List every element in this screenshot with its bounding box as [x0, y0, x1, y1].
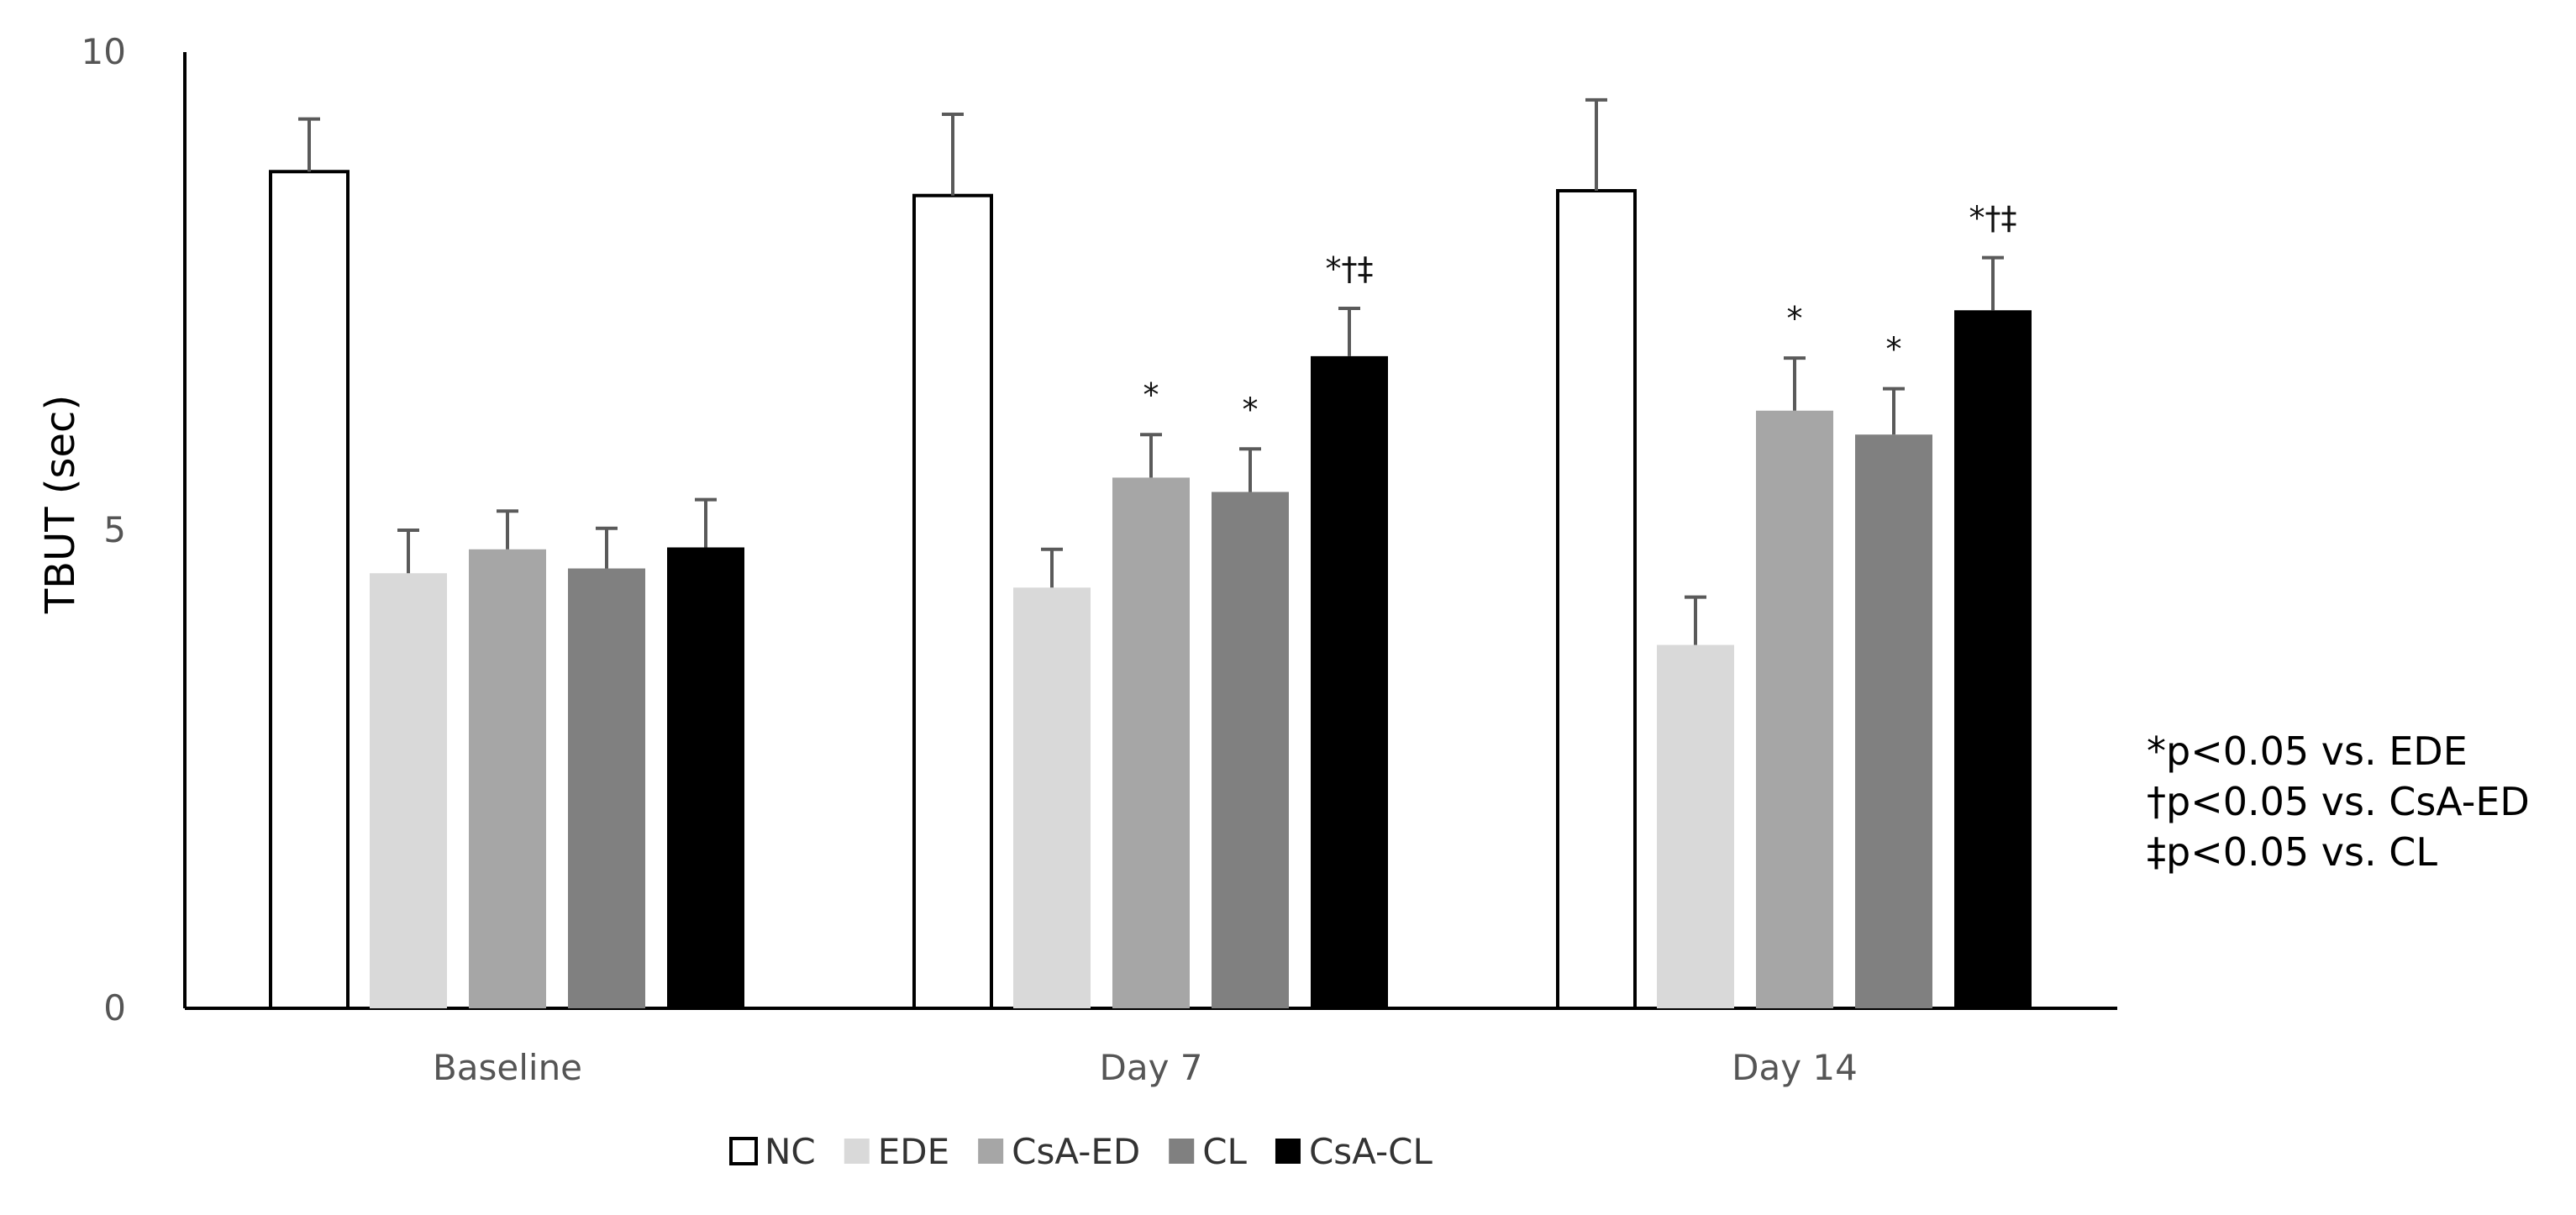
- significance-notes: *p<0.05 vs. EDE †p<0.05 vs. CsA-ED ‡p<0.05…: [2147, 728, 2530, 875]
- bar: [1657, 644, 1734, 1008]
- bar: [1212, 492, 1289, 1008]
- significance-marker: *: [1886, 331, 1902, 368]
- bar: [469, 549, 546, 1008]
- bar: [269, 170, 350, 1010]
- significance-note: *p<0.05 vs. EDE: [2147, 728, 2468, 774]
- legend-swatch: [978, 1139, 1004, 1164]
- legend-label: NC: [765, 1131, 816, 1172]
- category-label: Day 14: [1732, 1047, 1858, 1088]
- legend-label: EDE: [878, 1131, 949, 1172]
- significance-marker: *†‡: [1969, 200, 2017, 237]
- bar: [1756, 410, 1833, 1008]
- legend-label: CsA-ED: [1012, 1131, 1140, 1172]
- significance-marker: *: [1143, 376, 1159, 413]
- y-tick-label: 5: [103, 509, 126, 550]
- y-tick-label: 0: [103, 987, 126, 1028]
- y-tick-label: 10: [81, 31, 126, 72]
- bar: [568, 568, 645, 1008]
- bar: [1013, 587, 1091, 1008]
- significance-note: ‡p<0.05 vs. CL: [2147, 829, 2437, 875]
- category-label: Baseline: [433, 1047, 582, 1088]
- bar: [1112, 477, 1190, 1008]
- bar: [370, 573, 447, 1008]
- bar: [1855, 434, 1932, 1008]
- category-label: Day 7: [1099, 1047, 1202, 1088]
- legend: NC EDE CsA-ED CL CsA-CL: [729, 1131, 1433, 1172]
- legend-swatch: [729, 1137, 758, 1165]
- legend-swatch: [844, 1139, 870, 1164]
- significance-marker: *: [1243, 391, 1259, 428]
- bars: [269, 170, 2032, 1010]
- legend-swatch: [1169, 1139, 1195, 1164]
- bar: [912, 193, 993, 1010]
- y-tick-labels: 0 5 10: [81, 31, 126, 1028]
- y-axis-label: TBUT (sec): [37, 395, 84, 614]
- bar: [1954, 310, 2032, 1008]
- bar: [1311, 355, 1388, 1008]
- bar: [1556, 189, 1637, 1010]
- significance-note: †p<0.05 vs. CsA-ED: [2147, 779, 2530, 824]
- significance-marker: *†‡: [1326, 250, 1374, 287]
- significance-markers: * * *†‡ * * *†‡: [1143, 200, 2017, 429]
- category-labels: Baseline Day 7 Day 14: [433, 1047, 1858, 1088]
- significance-marker: *: [1787, 300, 1803, 337]
- legend-swatch: [1275, 1139, 1301, 1164]
- bar: [667, 547, 744, 1008]
- legend-label: CsA-CL: [1309, 1131, 1433, 1172]
- legend-label: CL: [1202, 1131, 1247, 1172]
- error-bars: [298, 97, 2004, 645]
